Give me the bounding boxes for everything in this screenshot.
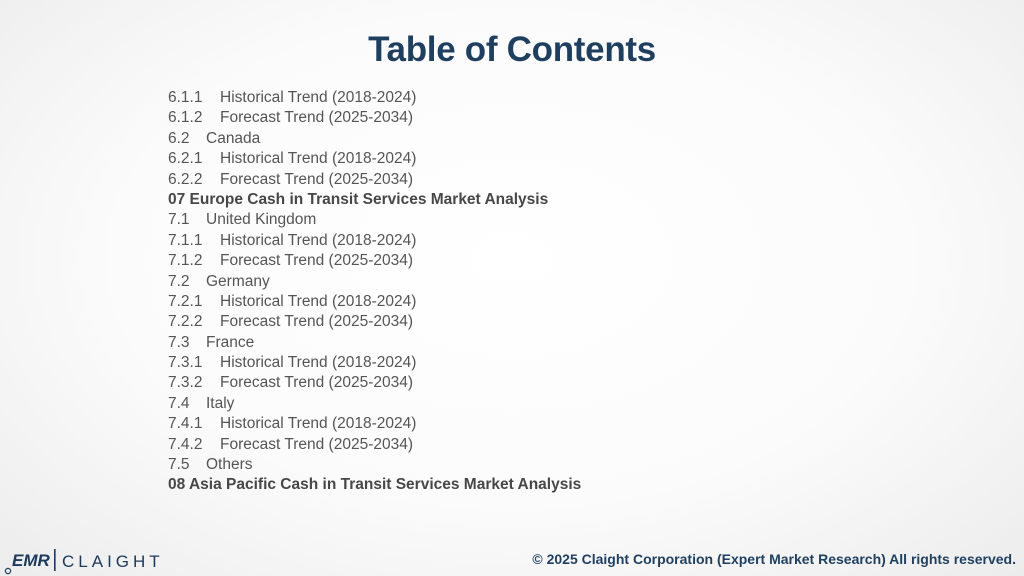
toc-entry: 7.3 France: [168, 333, 581, 353]
toc-entry-label: Forecast Trend (2025-2034): [220, 252, 413, 270]
toc-entry-number: 7.2.1: [168, 292, 203, 310]
toc-entry: 7.2 Germany: [168, 272, 581, 292]
copyright-notice: © 2025 Claight Corporation (Expert Marke…: [532, 551, 1016, 567]
toc-entry-label: Italy: [206, 394, 235, 412]
toc-entry: 6.2.1 Historical Trend (2018-2024): [168, 149, 581, 169]
toc-entry-number: 7.2: [168, 272, 190, 290]
toc-entry-label: Historical Trend (2018-2024): [220, 231, 417, 249]
toc-entry-label: 07 Europe Cash in Transit Services Marke…: [168, 190, 549, 208]
toc-entry-label: Forecast Trend (2025-2034): [220, 435, 413, 453]
toc-entry-number: 6.2.2: [168, 170, 203, 188]
toc-entry-label: Historical Trend (2018-2024): [220, 354, 417, 372]
toc-entry-label: Historical Trend (2018-2024): [220, 415, 417, 433]
toc-entry-number: 7.3.2: [168, 374, 203, 392]
toc-entry: 7.4.2 Forecast Trend (2025-2034): [168, 435, 581, 455]
toc-list: 6.1.1 Historical Trend (2018-2024) 6.1.2 Fo…: [168, 88, 581, 496]
toc-entry-label: Others: [206, 456, 253, 474]
toc-entry: 7.1 United Kingdom: [168, 210, 581, 230]
toc-entry-number: 7.4.2: [168, 435, 203, 453]
toc-entry: 6.2 Canada: [168, 129, 581, 149]
toc-entry: 6.1.1 Historical Trend (2018-2024): [168, 88, 581, 108]
toc-entry-number: 6.2.1: [168, 150, 203, 168]
toc-entry: 7.5 Others: [168, 455, 581, 475]
toc-entry-label: Germany: [206, 272, 270, 290]
toc-entry-label: Historical Trend (2018-2024): [220, 89, 417, 106]
toc-entry-label: France: [206, 333, 255, 351]
toc-entry-number: 7.1.2: [168, 252, 203, 270]
toc-entry: 6.2.2 Forecast Trend (2025-2034): [168, 170, 581, 190]
logo-emr-text: EMR: [12, 551, 51, 570]
toc-entry-label: Forecast Trend (2025-2034): [220, 374, 413, 392]
toc-entry: 7.4.1 Historical Trend (2018-2024): [168, 414, 581, 434]
toc-entry-number: 7.1: [168, 211, 190, 229]
toc-entry-number: 7.2.2: [168, 313, 203, 331]
toc-entry: 7.3.1 Historical Trend (2018-2024): [168, 353, 581, 373]
page-title: Table of Contents: [368, 30, 656, 69]
toc-entry-label: Forecast Trend (2025-2034): [220, 313, 413, 331]
toc-entry: 7.3.2 Forecast Trend (2025-2034): [168, 373, 581, 393]
toc-entry-label: Historical Trend (2018-2024): [220, 292, 417, 310]
toc-entry-number: 6.1.1: [168, 89, 203, 106]
toc-entry: 7.2.1 Historical Trend (2018-2024): [168, 292, 581, 312]
toc-entry-label: Canada: [206, 129, 261, 147]
toc-entry: 6.1.2 Forecast Trend (2025-2034): [168, 108, 581, 128]
toc-entry: 7.2.2 Forecast Trend (2025-2034): [168, 312, 581, 332]
toc-entry-label: Historical Trend (2018-2024): [220, 150, 417, 168]
toc-entry: 7.1.2 Forecast Trend (2025-2034): [168, 251, 581, 271]
toc-entry: 7.4 Italy: [168, 394, 581, 414]
toc-entry-number: 7.1.1: [168, 231, 203, 249]
toc-entry: 7.1.1 Historical Trend (2018-2024): [168, 231, 581, 251]
toc-entry-label: United Kingdom: [206, 211, 317, 229]
toc-entry-label: Forecast Trend (2025-2034): [220, 109, 413, 127]
toc-entry-number: 6.1.2: [168, 109, 203, 127]
toc-entry-label: Forecast Trend (2025-2034): [220, 170, 413, 188]
emr-claight-logo: EMR CLAIGHT: [4, 549, 164, 575]
toc-entry-number: 7.3: [168, 333, 190, 351]
toc-entry-label: 08 Asia Pacific Cash in Transit Services…: [168, 476, 582, 494]
toc-chapter-heading: 07 Europe Cash in Transit Services Marke…: [168, 190, 581, 210]
toc-entry-number: 6.2: [168, 129, 190, 147]
toc-entry-number: 7.4: [168, 394, 190, 412]
toc-entry-number: 7.5: [168, 456, 190, 474]
toc-entry-number: 7.4.1: [168, 415, 203, 433]
logo-claight-text: CLAIGHT: [62, 552, 164, 571]
toc-chapter-heading: 08 Asia Pacific Cash in Transit Services…: [168, 475, 581, 495]
toc-entry-number: 7.3.1: [168, 354, 203, 372]
